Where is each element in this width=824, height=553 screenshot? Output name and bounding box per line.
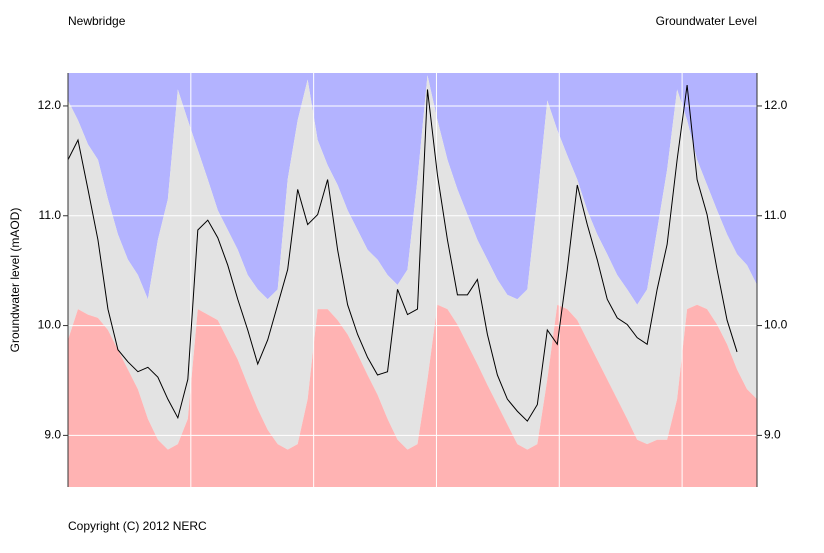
y-tick-label: 12.0	[38, 98, 62, 112]
footer: Copyright (C) 2012 NERC	[68, 519, 207, 533]
level-line	[67, 85, 738, 422]
envelope-band	[68, 75, 757, 450]
y-axis-label: Groundwater level (mAOD)	[8, 208, 22, 353]
y-tick-label: 9.0	[44, 428, 61, 442]
y-tick-label: 11.0	[39, 208, 62, 222]
y-tick-label: 10.0	[38, 318, 62, 332]
y-tick-label: 9.0	[764, 428, 781, 442]
y-tick-label: 11.0	[764, 208, 787, 222]
above-area	[68, 73, 757, 305]
chart-title: Newbridge	[68, 14, 126, 28]
y-tick-label: 10.0	[764, 318, 788, 332]
below-area	[68, 304, 757, 487]
chart-subtitle: Groundwater Level	[656, 14, 757, 28]
y-tick-label: 12.0	[764, 98, 788, 112]
